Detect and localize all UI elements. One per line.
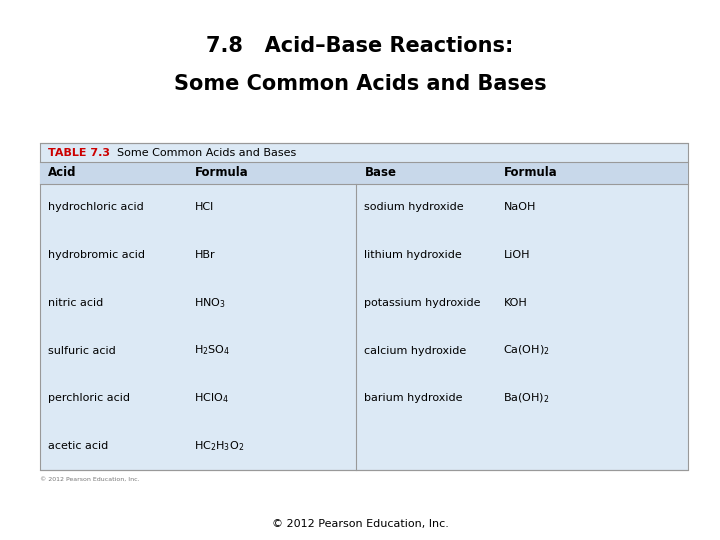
- Text: lithium hydroxide: lithium hydroxide: [364, 250, 462, 260]
- Text: Ca(OH)$_2$: Ca(OH)$_2$: [503, 344, 550, 357]
- Text: calcium hydroxide: calcium hydroxide: [364, 346, 467, 355]
- Text: hydrochloric acid: hydrochloric acid: [48, 202, 144, 212]
- Text: sulfuric acid: sulfuric acid: [48, 346, 116, 355]
- Text: HC$_2$H$_3$O$_2$: HC$_2$H$_3$O$_2$: [194, 439, 245, 453]
- Text: HCl: HCl: [194, 202, 214, 212]
- Text: © 2012 Pearson Education, Inc.: © 2012 Pearson Education, Inc.: [271, 519, 449, 529]
- Text: Some Common Acids and Bases: Some Common Acids and Bases: [174, 73, 546, 94]
- Text: Some Common Acids and Bases: Some Common Acids and Bases: [117, 147, 296, 158]
- Text: Ba(OH)$_2$: Ba(OH)$_2$: [503, 392, 550, 405]
- Text: Formula: Formula: [503, 166, 557, 179]
- Text: perchloric acid: perchloric acid: [48, 393, 130, 403]
- Text: HNO$_3$: HNO$_3$: [194, 296, 226, 310]
- Text: Acid: Acid: [48, 166, 77, 179]
- Text: LiOH: LiOH: [503, 250, 530, 260]
- Text: barium hydroxide: barium hydroxide: [364, 393, 463, 403]
- Bar: [40, 162, 688, 184]
- Text: Formula: Formula: [194, 166, 248, 179]
- Text: potassium hydroxide: potassium hydroxide: [364, 298, 481, 308]
- Text: acetic acid: acetic acid: [48, 441, 109, 451]
- Text: TABLE 7.3: TABLE 7.3: [48, 147, 110, 158]
- Text: KOH: KOH: [503, 298, 527, 308]
- Text: H$_2$SO$_4$: H$_2$SO$_4$: [194, 343, 230, 357]
- Bar: [40, 143, 688, 470]
- Text: 7.8   Acid–Base Reactions:: 7.8 Acid–Base Reactions:: [207, 36, 513, 56]
- Text: Base: Base: [364, 166, 397, 179]
- Text: HBr: HBr: [194, 250, 215, 260]
- Text: HClO$_4$: HClO$_4$: [194, 392, 229, 405]
- Text: sodium hydroxide: sodium hydroxide: [364, 202, 464, 212]
- Text: NaOH: NaOH: [503, 202, 536, 212]
- Text: hydrobromic acid: hydrobromic acid: [48, 250, 145, 260]
- Text: nitric acid: nitric acid: [48, 298, 104, 308]
- Text: © 2012 Pearson Education, Inc.: © 2012 Pearson Education, Inc.: [40, 476, 139, 481]
